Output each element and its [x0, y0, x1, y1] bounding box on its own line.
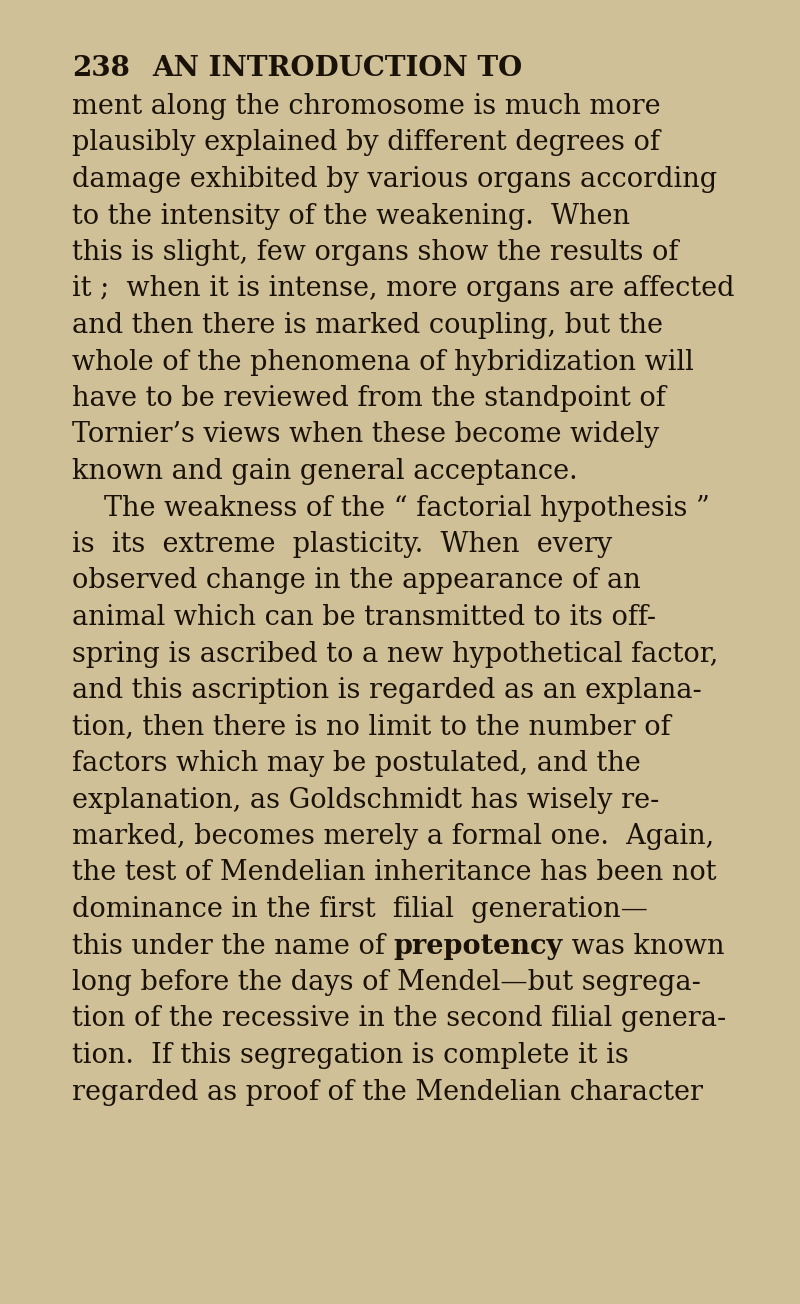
Text: long before the days of Mendel—but segrega-: long before the days of Mendel—but segre…	[72, 969, 701, 996]
Text: this under the name of: this under the name of	[72, 932, 394, 960]
Text: known and gain general acceptance.: known and gain general acceptance.	[72, 458, 578, 485]
Text: tion, then there is no limit to the number of: tion, then there is no limit to the numb…	[72, 713, 670, 741]
Text: plausibly explained by different degrees of: plausibly explained by different degrees…	[72, 129, 660, 156]
Text: prepotency: prepotency	[394, 932, 562, 960]
Text: have to be reviewed from the standpoint of: have to be reviewed from the standpoint …	[72, 385, 666, 412]
Text: is  its  extreme  plasticity.  When  every: is its extreme plasticity. When every	[72, 531, 612, 558]
Text: explanation, as Goldschmidt has wisely re-: explanation, as Goldschmidt has wisely r…	[72, 786, 659, 814]
Text: and then there is marked coupling, but the: and then there is marked coupling, but t…	[72, 312, 663, 339]
Text: spring is ascribed to a new hypothetical factor,: spring is ascribed to a new hypothetical…	[72, 640, 718, 668]
Text: this is slight, few organs show the results of: this is slight, few organs show the resu…	[72, 239, 678, 266]
Text: 238: 238	[72, 55, 130, 82]
Text: tion of the recessive in the second filial genera-: tion of the recessive in the second fili…	[72, 1005, 726, 1033]
Text: dominance in the first  filial  generation—: dominance in the first filial generation…	[72, 896, 648, 923]
Text: the test of Mendelian inheritance has been not: the test of Mendelian inheritance has be…	[72, 859, 717, 887]
Text: and this ascription is regarded as an explana-: and this ascription is regarded as an ex…	[72, 677, 702, 704]
Text: damage exhibited by various organs according: damage exhibited by various organs accor…	[72, 166, 717, 193]
Text: whole of the phenomena of hybridization will: whole of the phenomena of hybridization …	[72, 348, 694, 376]
Text: animal which can be transmitted to its off-: animal which can be transmitted to its o…	[72, 604, 656, 631]
Text: tion.  If this segregation is complete it is: tion. If this segregation is complete it…	[72, 1042, 629, 1069]
Text: The weakness of the “ factorial hypothesis ”: The weakness of the “ factorial hypothes…	[104, 494, 710, 522]
Text: ment along the chromosome is much more: ment along the chromosome is much more	[72, 93, 661, 120]
Text: it ;  when it is intense, more organs are affected: it ; when it is intense, more organs are…	[72, 275, 734, 303]
Text: AN INTRODUCTION TO: AN INTRODUCTION TO	[152, 55, 522, 82]
Text: regarded as proof of the Mendelian character: regarded as proof of the Mendelian chara…	[72, 1078, 703, 1106]
Text: to the intensity of the weakening.  When: to the intensity of the weakening. When	[72, 202, 630, 230]
Text: Tornier’s views when these become widely: Tornier’s views when these become widely	[72, 421, 659, 449]
Text: observed change in the appearance of an: observed change in the appearance of an	[72, 567, 641, 595]
Text: was known: was known	[562, 932, 724, 960]
Text: marked, becomes merely a formal one.  Again,: marked, becomes merely a formal one. Aga…	[72, 823, 714, 850]
Text: factors which may be postulated, and the: factors which may be postulated, and the	[72, 750, 641, 777]
